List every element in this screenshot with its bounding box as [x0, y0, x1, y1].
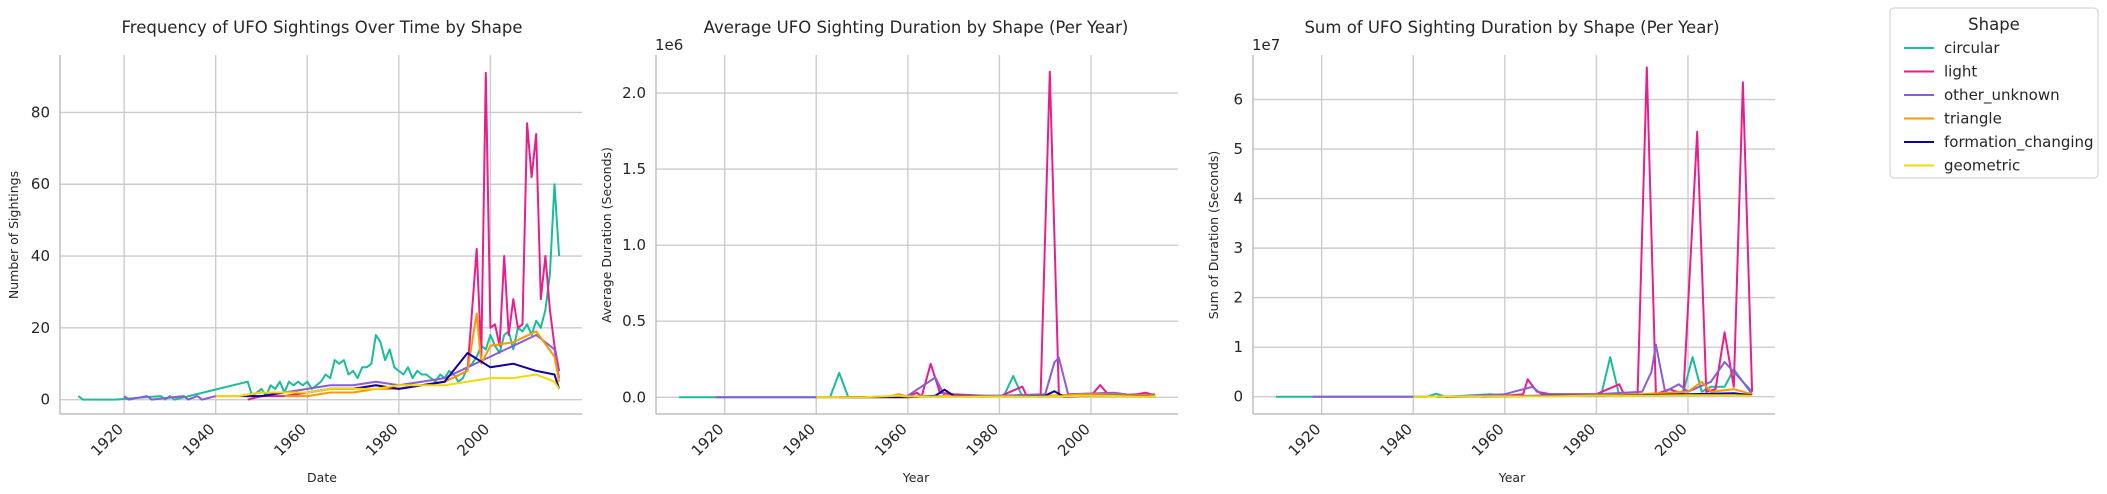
y-tick-label: 1.0 [622, 236, 646, 254]
y-tick-label: 5 [1233, 140, 1243, 158]
y-axis-label: Average Duration (Seconds) [599, 147, 614, 323]
x-tick-label: 1940 [179, 420, 219, 460]
x-axis-label: Year [1498, 470, 1526, 485]
legend-label: circular [1944, 39, 2000, 57]
y-tick-label: 0 [40, 391, 50, 409]
y-tick-label: 2 [1233, 289, 1243, 307]
legend-label: triangle [1944, 110, 2002, 128]
x-tick-label: 2000 [454, 420, 494, 460]
series-line-other_unknown [715, 356, 1156, 399]
series-line-light [848, 70, 1156, 399]
legend-entry-light: light [1904, 63, 1977, 81]
x-tick-label: 1920 [1285, 420, 1325, 460]
y-tick-label: 6 [1233, 91, 1243, 109]
series-line-light [247, 71, 561, 401]
x-tick-label: 1980 [1560, 420, 1600, 460]
series-line-other_unknown [123, 334, 561, 401]
x-tick-label: 2000 [1054, 420, 1094, 460]
y-axis-label: Number of Sightings [6, 171, 21, 299]
x-tick-label: 1960 [1468, 420, 1508, 460]
x-axis-label: Date [307, 470, 337, 485]
y-tick-label: 0.0 [622, 388, 646, 406]
x-tick-label: 1940 [779, 420, 819, 460]
legend-label: other_unknown [1944, 86, 2060, 105]
x-tick-label: 1920 [688, 420, 728, 460]
y-tick-label: 20 [31, 319, 50, 337]
legend: Shape circular light other_unknown triangle… [1889, 7, 2099, 179]
series-line-geometric [816, 394, 1156, 399]
chart-title: Frequency of UFO Sightings Over Time by … [122, 18, 523, 37]
series-line-circular [77, 183, 561, 401]
y-tick-label: 40 [31, 247, 50, 265]
series-line-other_unknown [1312, 343, 1753, 398]
chart-title: Sum of UFO Sighting Duration by Shape (P… [1304, 18, 1719, 37]
x-tick-label: 1920 [87, 420, 127, 460]
chart-sum-duration: 0 1 2 3 4 5 6 1920 1940 1960 1980 2000 Sum of UFO S… [1206, 18, 1775, 485]
series-line-geometric [215, 373, 560, 398]
x-tick-label: 1960 [871, 420, 911, 460]
legend-entry-triangle: triangle [1904, 110, 2002, 128]
y-tick-label: 1.5 [622, 160, 646, 178]
y-offset-label: 1e7 [1252, 36, 1280, 54]
chart-frequency: 0 20 40 60 80 1920 1940 1960 1980 2000 Frequency … [6, 18, 582, 485]
y-tick-label: 0.5 [622, 312, 646, 330]
legend-title: Shape [1968, 15, 2020, 34]
series-line-geometric [1413, 394, 1753, 398]
y-tick-label: 0 [1233, 388, 1243, 406]
x-tick-label: 1960 [270, 420, 310, 460]
y-tick-label: 3 [1233, 239, 1243, 257]
legend-box [1889, 7, 2099, 179]
legend-label: formation_changing [1944, 133, 2094, 152]
y-offset-label: 1e6 [655, 36, 683, 54]
y-tick-label: 1 [1233, 338, 1243, 356]
y-tick-label: 60 [31, 175, 50, 193]
series-line-triangle [284, 312, 561, 398]
x-axis-label: Year [902, 470, 930, 485]
legend-label: light [1944, 63, 1977, 81]
y-tick-label: 4 [1233, 190, 1243, 208]
legend-entry-other_unknown: other_unknown [1904, 86, 2060, 105]
y-tick-label: 80 [31, 103, 50, 121]
x-tick-label: 1940 [1376, 420, 1416, 460]
series-line-light [1445, 66, 1754, 398]
legend-entry-formation_changing: formation_changing [1904, 133, 2094, 152]
legend-entry-geometric: geometric [1904, 157, 2020, 175]
y-axis-label: Sum of Duration (Seconds) [1206, 151, 1221, 320]
x-tick-label: 1980 [963, 420, 1003, 460]
y-tick-label: 2.0 [622, 84, 646, 102]
chart-title: Average UFO Sighting Duration by Shape (… [704, 18, 1129, 37]
x-tick-label: 2000 [1651, 420, 1691, 460]
legend-entry-circular: circular [1904, 39, 2000, 57]
legend-label: geometric [1944, 157, 2020, 175]
chart-average-duration: 0.0 0.5 1.0 1.5 2.0 1920 1940 1960 1980 2000 Aver… [599, 18, 1178, 485]
x-tick-label: 1980 [362, 420, 402, 460]
